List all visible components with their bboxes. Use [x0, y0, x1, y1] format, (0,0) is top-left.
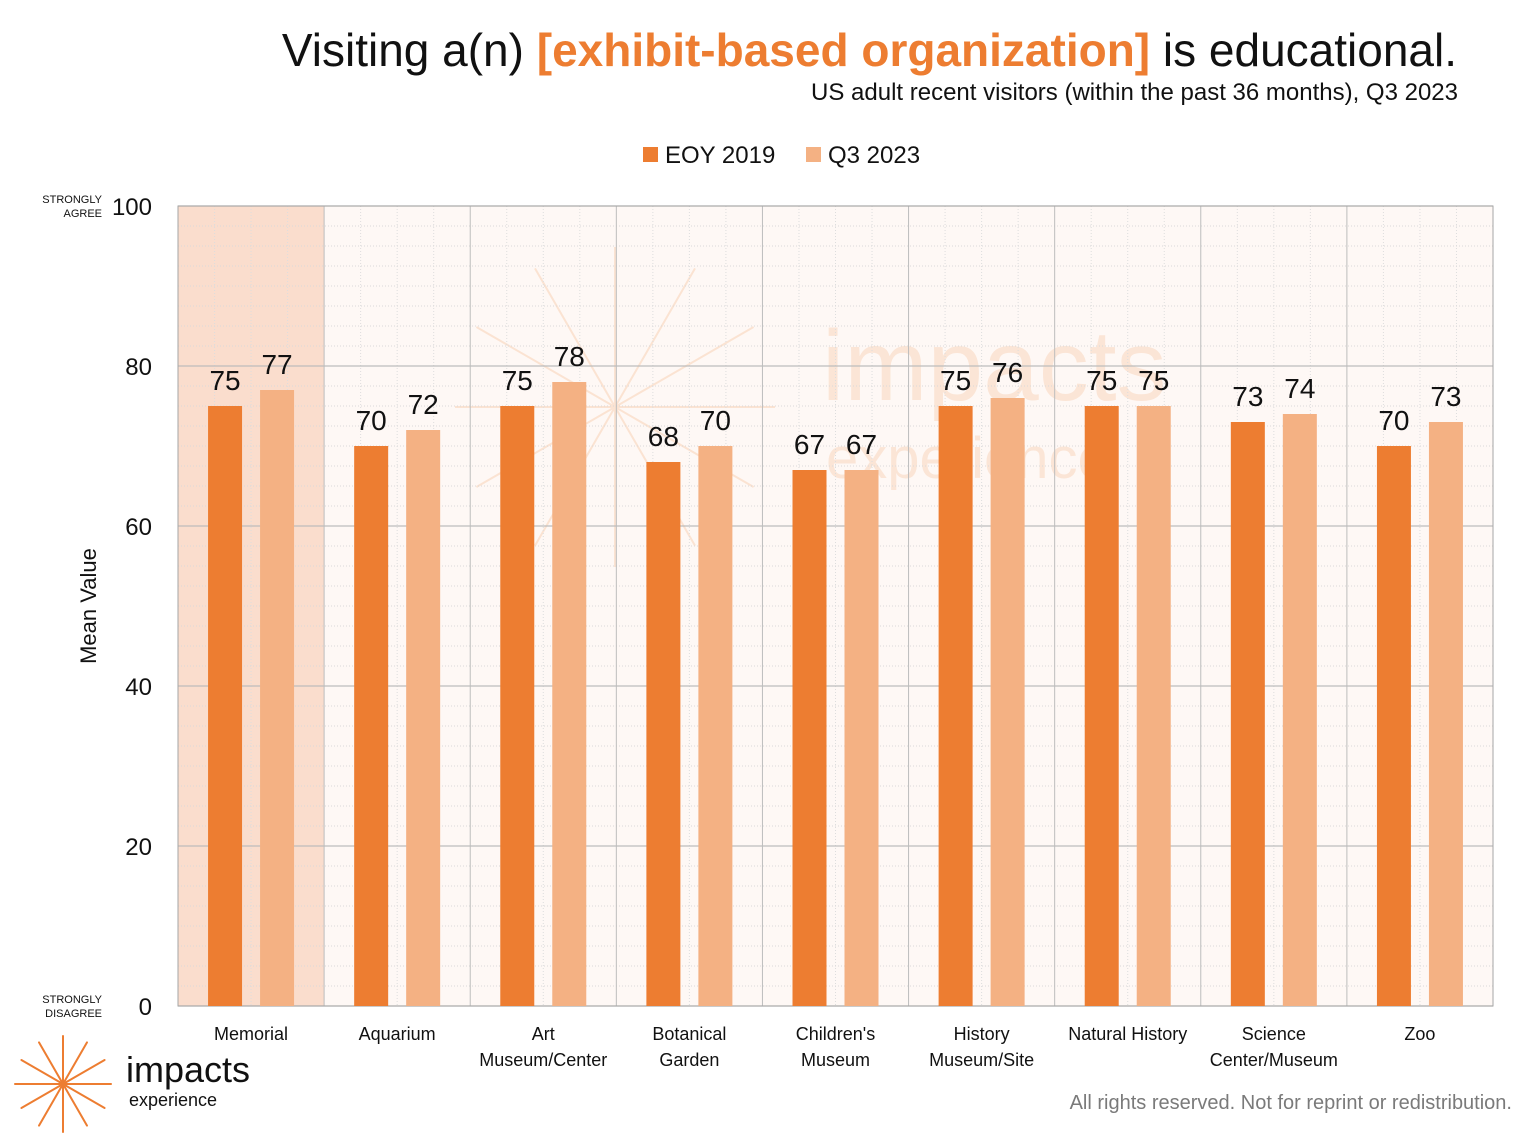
x-tick-label: Museum/Center — [479, 1050, 607, 1070]
title-prefix: Visiting a(n) — [281, 24, 537, 76]
title-suffix: is educational. — [1150, 24, 1457, 76]
data-label: 68 — [648, 421, 679, 452]
watermark-ray — [475, 326, 616, 408]
data-label: 67 — [846, 429, 877, 460]
data-label: 73 — [1232, 381, 1263, 412]
logo-ray — [62, 1041, 88, 1085]
legend-swatch — [806, 147, 821, 162]
x-tick-label: Memorial — [214, 1024, 288, 1044]
brand-subname: experience — [129, 1090, 218, 1110]
x-tick-label: Botanical — [652, 1024, 726, 1044]
logo-ray — [62, 1083, 106, 1109]
x-tick-label: Garden — [659, 1050, 719, 1070]
x-tick-label: History — [954, 1024, 1010, 1044]
data-label: 75 — [1086, 365, 1117, 396]
x-tick-label: Museum/Site — [929, 1050, 1034, 1070]
bar — [208, 406, 243, 1006]
data-label: 67 — [794, 429, 825, 460]
x-tick-label: Zoo — [1404, 1024, 1435, 1044]
y-tick-label: 60 — [125, 514, 152, 541]
y-top-note: STRONGLY — [42, 194, 102, 206]
watermark-ray — [534, 267, 616, 408]
bar — [646, 462, 681, 1006]
y-tick-label: 0 — [139, 994, 152, 1021]
data-label: 74 — [1284, 373, 1315, 404]
bar — [406, 430, 441, 1006]
bar — [552, 382, 587, 1006]
bar — [354, 446, 389, 1006]
bar — [1376, 446, 1411, 1006]
chart-title: Visiting a(n) [exhibit-based organizatio… — [282, 22, 1457, 78]
chart-subtitle: US adult recent visitors (within the pas… — [811, 79, 1458, 106]
logo-ray — [38, 1041, 64, 1085]
y-tick-label: 20 — [125, 834, 152, 861]
watermark-ray — [614, 267, 696, 408]
bar — [792, 470, 827, 1006]
y-tick-label: 100 — [112, 194, 152, 221]
x-tick-label: Museum — [801, 1050, 870, 1070]
x-tick-label: Science — [1242, 1024, 1306, 1044]
legend-label: EOY 2019 — [665, 142, 775, 169]
bar — [1084, 406, 1119, 1006]
y-tick-label: 40 — [125, 674, 152, 701]
logo-ray — [20, 1059, 64, 1085]
starburst-logo-icon — [14, 1035, 112, 1133]
title-highlight: [exhibit-based organization] — [536, 24, 1151, 76]
bar — [990, 398, 1025, 1006]
bar — [500, 406, 535, 1006]
x-tick-label: Center/Museum — [1210, 1050, 1338, 1070]
bar — [844, 470, 879, 1006]
x-tick-label: Natural History — [1068, 1024, 1187, 1044]
bar — [1136, 406, 1171, 1006]
data-label: 73 — [1430, 381, 1461, 412]
bar — [698, 446, 733, 1006]
y-top-note: AGREE — [63, 208, 102, 220]
x-tick-label: Aquarium — [359, 1024, 436, 1044]
data-label: 75 — [1138, 365, 1169, 396]
legend-label: Q3 2023 — [828, 142, 920, 169]
plot-border — [177, 205, 1494, 1007]
data-label: 72 — [408, 389, 439, 420]
watermark-ray — [475, 406, 616, 488]
bar — [1282, 414, 1317, 1006]
data-label: 76 — [992, 357, 1023, 388]
logo-ray — [62, 1083, 88, 1127]
data-label: 75 — [502, 365, 533, 396]
data-label: 70 — [1378, 405, 1409, 436]
legend-swatch — [643, 147, 658, 162]
watermark-ray — [614, 326, 755, 408]
y-bottom-note: STRONGLY — [42, 994, 102, 1006]
bar — [260, 390, 295, 1006]
y-tick-label: 80 — [125, 354, 152, 381]
logo-ray — [20, 1083, 64, 1109]
data-label: 77 — [261, 349, 292, 380]
data-label: 78 — [554, 341, 585, 372]
brand-name: impacts — [126, 1049, 251, 1090]
y-bottom-note: DISAGREE — [45, 1008, 102, 1020]
bar — [1428, 422, 1463, 1006]
data-label: 75 — [940, 365, 971, 396]
data-label: 75 — [209, 365, 240, 396]
y-axis-title: Mean Value — [76, 548, 101, 664]
x-tick-label: Children's — [796, 1024, 875, 1044]
data-label: 70 — [356, 405, 387, 436]
bar — [938, 406, 973, 1006]
rights-notice: All rights reserved. Not for reprint or … — [1069, 1092, 1512, 1114]
bar — [1230, 422, 1265, 1006]
x-tick-label: Art — [532, 1024, 555, 1044]
logo-ray — [62, 1059, 106, 1085]
data-label: 70 — [700, 405, 731, 436]
logo-ray — [38, 1083, 64, 1127]
